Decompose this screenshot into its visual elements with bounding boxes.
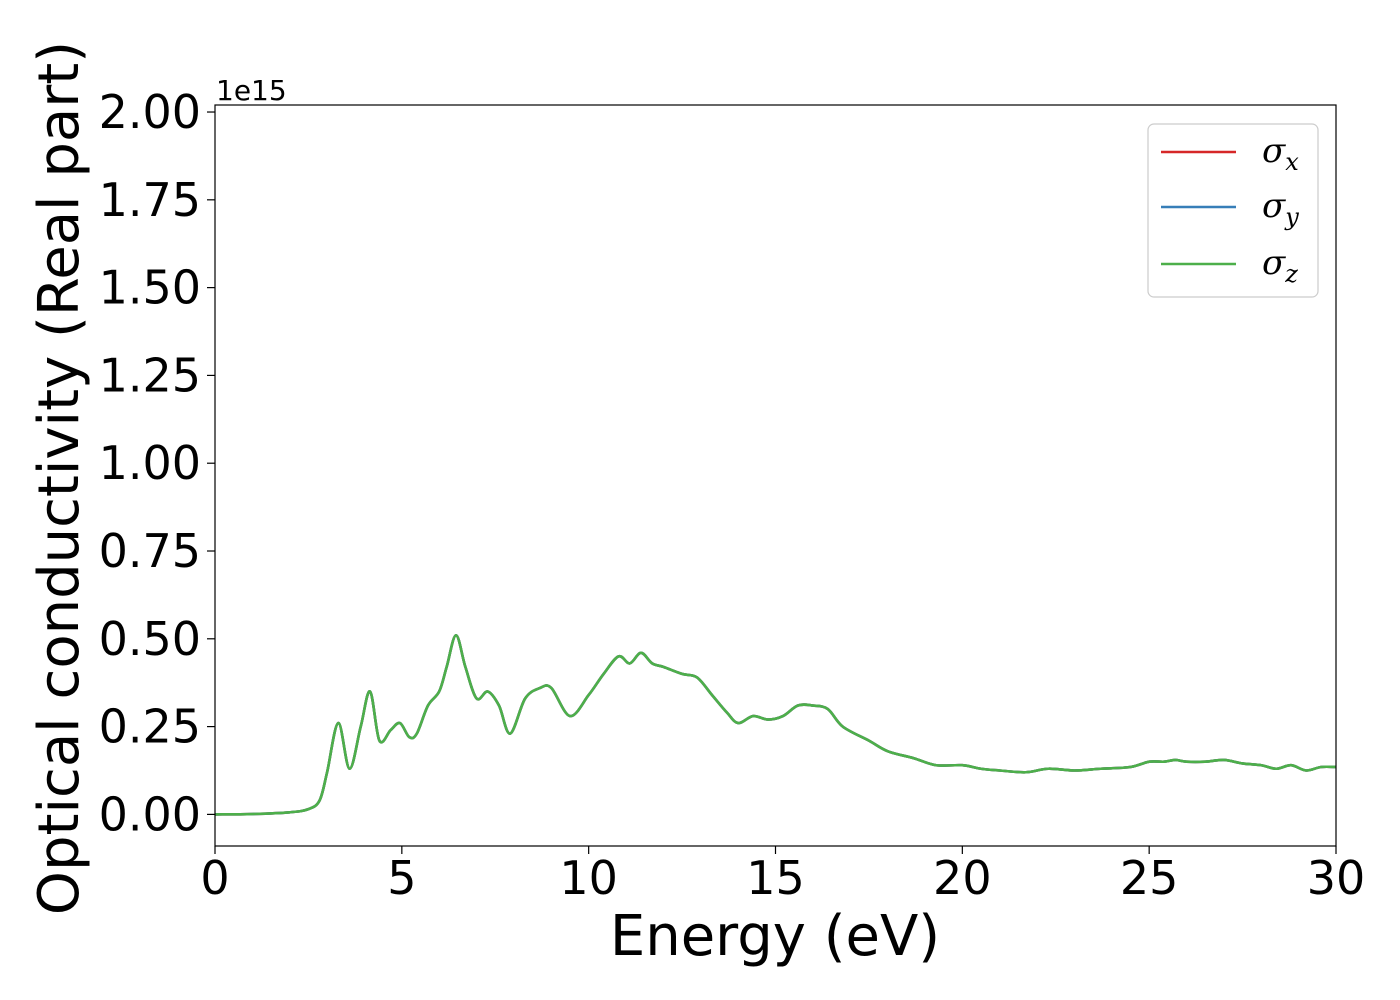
y-tick-label: 0.00: [99, 787, 201, 841]
y-tick-label: 0.25: [99, 700, 201, 754]
legend: σx σy σz: [1147, 123, 1319, 298]
y-tick-label: 0.50: [99, 612, 201, 666]
y-tick-label: 1.25: [99, 348, 201, 402]
y-tick-label: 0.75: [99, 524, 201, 578]
x-tick-label: 5: [387, 851, 416, 905]
x-tick-label: 0: [200, 851, 229, 905]
series-line-sigma-x: [214, 633, 1337, 816]
series-line-sigma-z: [214, 633, 1337, 816]
y-tick-label: 1.75: [99, 173, 201, 227]
legend-label-sigma-z: σz: [1262, 243, 1298, 288]
x-axis-title: Energy (eV): [610, 904, 940, 969]
y-tick-label: 1.50: [99, 261, 201, 315]
x-tick-label: 30: [1307, 851, 1366, 905]
x-tick-label: 15: [746, 851, 805, 905]
y-axis-title: Optical conductivity (Real part): [27, 41, 92, 915]
series-line-sigma-y: [214, 633, 1337, 816]
legend-box: [1147, 123, 1319, 298]
y-axis-ticks: 0.00 0.25 0.50 0.75 1.00 1.25 1.50 1.75 2.00: [99, 85, 215, 841]
legend-label-sigma-y: σy: [1262, 186, 1299, 231]
x-tick-label: 10: [559, 851, 618, 905]
x-axis-ticks: 0 5 10 15 20 25 30: [200, 846, 1365, 905]
series-layer: [214, 633, 1337, 816]
y-tick-label: 1.00: [99, 436, 201, 490]
y-tick-label: 2.00: [99, 85, 201, 139]
y-axis-offset-label: 1e15: [216, 74, 287, 107]
legend-label-sigma-x: σx: [1262, 131, 1299, 176]
x-tick-label: 20: [933, 851, 992, 905]
x-tick-label: 25: [1120, 851, 1179, 905]
